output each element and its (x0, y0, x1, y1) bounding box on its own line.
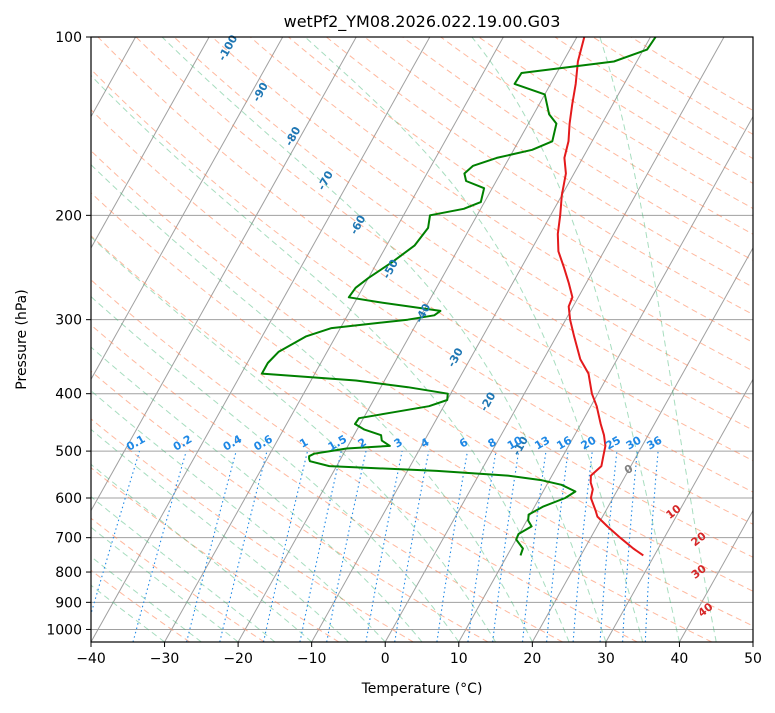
y-tick-label: 700 (55, 531, 82, 547)
x-tick-label: 10 (450, 651, 468, 667)
y-tick-label: 100 (55, 30, 82, 46)
x-tick-label: −20 (223, 651, 253, 667)
y-tick-label: 200 (55, 208, 82, 224)
x-tick-label: −30 (150, 651, 180, 667)
y-tick-label: 500 (55, 444, 82, 460)
y-tick-label: 600 (55, 491, 82, 507)
chart-title: wetPf2_YM08.2026.022.19.00.G03 (284, 12, 561, 32)
x-axis-label: Temperature (°C) (361, 681, 483, 697)
x-tick-label: −10 (297, 651, 327, 667)
y-tick-label: 300 (55, 313, 82, 329)
y-axis-label: Pressure (hPa) (14, 289, 30, 389)
y-tick-label: 900 (55, 595, 82, 611)
x-tick-label: 50 (744, 651, 762, 667)
x-tick-label: −40 (76, 651, 106, 667)
x-tick-label: 20 (523, 651, 541, 667)
x-tick-label: 30 (597, 651, 615, 667)
y-tick-label: 400 (55, 387, 82, 403)
y-tick-label: 800 (55, 565, 82, 581)
y-tick-label: 1000 (46, 622, 82, 638)
x-tick-label: 0 (381, 651, 390, 667)
x-tick-label: 40 (671, 651, 689, 667)
